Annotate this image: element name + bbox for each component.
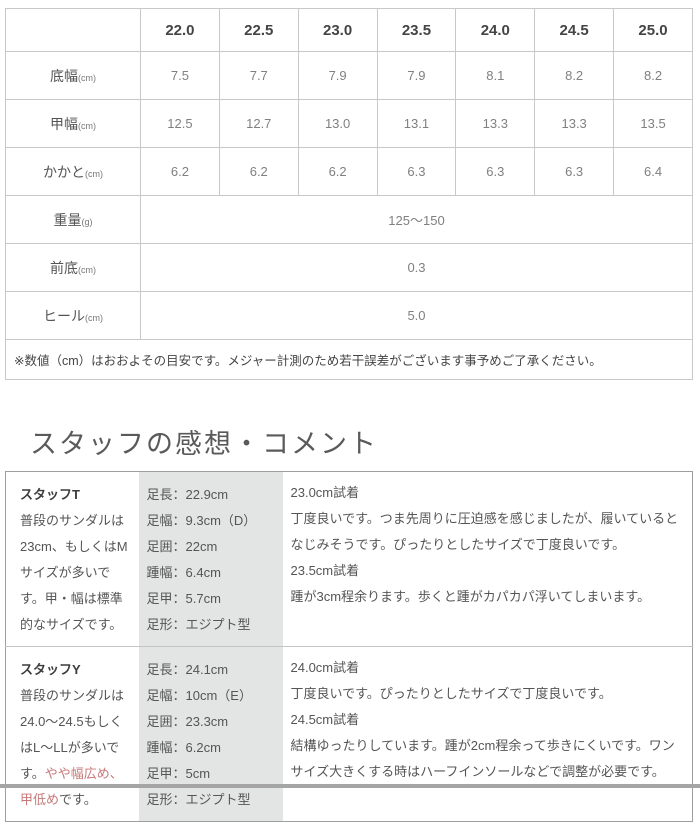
size-chart-table: 22.0 22.5 23.0 23.5 24.0 24.5 25.0 底幅(cm… bbox=[5, 8, 693, 380]
measurement-line: 足幅：10cm（E） bbox=[146, 688, 252, 703]
size-header: 23.5 bbox=[376, 8, 457, 52]
row-label-text: ヒール bbox=[43, 307, 85, 324]
row-label-text: かかと bbox=[43, 163, 85, 180]
size-header: 22.5 bbox=[218, 8, 299, 52]
row-label-unit: (cm) bbox=[78, 264, 96, 275]
row-label-unit: (cm) bbox=[78, 120, 96, 131]
row-label-text: 底幅 bbox=[50, 67, 78, 84]
cell-value-span: 125～150 bbox=[140, 195, 693, 244]
row-label: 底幅(cm) bbox=[5, 51, 141, 100]
size-header: 24.5 bbox=[534, 8, 615, 52]
row-label: 重量(g) bbox=[5, 195, 141, 244]
staff-profile-cell: スタッフY 普段のサンダルは24.0～24.5もしくはL～LLが多いです。やや幅… bbox=[5, 646, 139, 822]
measurement-line: 足囲：22cm bbox=[146, 539, 218, 554]
cell-value: 6.3 bbox=[534, 147, 615, 196]
cell-value: 6.2 bbox=[218, 147, 299, 196]
table-row-instep-width: 甲幅(cm) 12.5 12.7 13.0 13.1 13.3 13.3 13.… bbox=[5, 99, 693, 148]
comment-line: 結構ゆったりしています。踵が2cm程余って歩きにくいです。ワンサイズ大きくする時… bbox=[290, 738, 675, 779]
cell-value: 6.2 bbox=[140, 147, 220, 196]
measurement-line: 足形：エジプト型 bbox=[146, 617, 251, 632]
table-row-front-sole: 前底(cm) 0.3 bbox=[5, 243, 693, 292]
cell-value: 6.4 bbox=[613, 147, 693, 196]
cell-value: 6.2 bbox=[297, 147, 378, 196]
staff-name: スタッフT bbox=[20, 487, 80, 502]
row-label: 甲幅(cm) bbox=[5, 99, 141, 148]
staff-measurements-cell: 足長：24.1cm 足幅：10cm（E） 足囲：23.3cm 踵幅：6.2cm … bbox=[138, 646, 283, 822]
staff-comments-table: スタッフT 普段のサンダルは23cm、もしくはMサイズが多いです。甲・幅は標準的… bbox=[5, 471, 693, 822]
comment-line: 踵が3cm程余ります。歩くと踵がカパカパ浮いてしまいます。 bbox=[290, 589, 651, 604]
cell-value: 7.9 bbox=[297, 51, 378, 100]
size-header: 24.0 bbox=[455, 8, 536, 52]
comment-line: 24.5cm試着 bbox=[290, 712, 360, 727]
profile-text: 普段のサンダルは24.0～24.5もしくはL～LLが多いです。 bbox=[20, 688, 125, 781]
size-header: 23.0 bbox=[297, 8, 378, 52]
table-row-heel-height: ヒール(cm) 5.0 bbox=[5, 291, 693, 340]
staff-row-T: スタッフT 普段のサンダルは23cm、もしくはMサイズが多いです。甲・幅は標準的… bbox=[6, 471, 693, 647]
size-header: 25.0 bbox=[613, 8, 693, 52]
measurement-line: 足幅：9.3cm（D） bbox=[146, 513, 257, 528]
table-note-row: ※数値（cm）はおおよその目安です。メジャー計測のため若干誤差がございます事予め… bbox=[5, 339, 693, 380]
comment-line: 23.5cm試着 bbox=[290, 563, 360, 578]
row-label-text: 甲幅 bbox=[50, 115, 78, 132]
cell-value: 8.2 bbox=[534, 51, 615, 100]
next-section-top-edge bbox=[0, 784, 700, 788]
staff-profile-cell: スタッフT 普段のサンダルは23cm、もしくはMサイズが多いです。甲・幅は標準的… bbox=[6, 472, 139, 647]
row-label-unit: (g) bbox=[81, 216, 93, 227]
measurement-line: 足甲：5.7cm bbox=[146, 591, 221, 606]
cell-value: 6.3 bbox=[376, 147, 457, 196]
measurement-note: ※数値（cm）はおおよその目安です。メジャー計測のため若干誤差がございます事予め… bbox=[5, 339, 693, 380]
row-label-unit: (cm) bbox=[85, 312, 103, 323]
section-title: スタッフの感想・コメント bbox=[30, 429, 378, 459]
cell-value: 13.3 bbox=[455, 99, 536, 148]
cell-value: 12.7 bbox=[218, 99, 299, 148]
table-row-sole-width: 底幅(cm) 7.5 7.7 7.9 7.9 8.1 8.2 8.2 bbox=[5, 51, 693, 100]
cell-value: 7.9 bbox=[376, 51, 457, 100]
size-header: 22.0 bbox=[140, 8, 220, 52]
cell-value: 12.5 bbox=[140, 99, 220, 148]
measurement-line: 足形：エジプト型 bbox=[146, 792, 251, 807]
profile-text: 普段のサンダルは23cm、もしくはMサイズが多いです。甲・幅は標準的なサイズです… bbox=[20, 513, 128, 632]
cell-value: 7.5 bbox=[140, 51, 220, 100]
measurement-line: 足甲：5cm bbox=[146, 766, 211, 781]
row-label: かかと(cm) bbox=[5, 147, 141, 196]
staff-comment-cell: 24.0cm試着 丁度良いです。ぴったりとしたサイズで丁度良いです。 24.5c… bbox=[282, 646, 693, 822]
staff-measurements-cell: 足長：22.9cm 足幅：9.3cm（D） 足囲：22cm 踵幅：6.4cm 足… bbox=[138, 471, 283, 647]
measurement-line: 足長：24.1cm bbox=[146, 662, 229, 677]
comment-line: 24.0cm試着 bbox=[290, 660, 360, 675]
cell-value: 7.7 bbox=[218, 51, 299, 100]
cell-value: 13.3 bbox=[534, 99, 615, 148]
row-label: 前底(cm) bbox=[5, 243, 141, 292]
cell-value: 8.1 bbox=[455, 51, 536, 100]
profile-text: です。 bbox=[59, 792, 97, 807]
cell-value-span: 5.0 bbox=[140, 291, 693, 340]
cell-value: 13.5 bbox=[613, 99, 693, 148]
size-header-row: 22.0 22.5 23.0 23.5 24.0 24.5 25.0 bbox=[5, 8, 693, 52]
row-label: ヒール(cm) bbox=[5, 291, 141, 340]
cell-value: 6.3 bbox=[455, 147, 536, 196]
comment-line: 丁度良いです。ぴったりとしたサイズで丁度良いです。 bbox=[290, 686, 612, 701]
row-label-text: 重量 bbox=[53, 211, 82, 228]
staff-profile: 普段のサンダルは24.0～24.5もしくはL～LLが多いです。やや幅広め、甲低め… bbox=[20, 683, 133, 813]
comment-line: 23.0cm試着 bbox=[290, 485, 360, 500]
cell-value: 13.0 bbox=[297, 99, 378, 148]
measurement-line: 踵幅：6.2cm bbox=[146, 740, 221, 755]
table-row-heel-width: かかと(cm) 6.2 6.2 6.2 6.3 6.3 6.3 6.4 bbox=[5, 147, 693, 196]
staff-comment-cell: 23.0cm試着 丁度良いです。つま先周りに圧迫感を感じましたが、履いているとな… bbox=[283, 472, 693, 647]
cell-value-span: 0.3 bbox=[140, 243, 693, 292]
measurement-line: 足長：22.9cm bbox=[146, 487, 229, 502]
measurement-line: 踵幅：6.4cm bbox=[146, 565, 221, 580]
cell-value: 13.1 bbox=[376, 99, 457, 148]
size-header-corner bbox=[5, 8, 141, 52]
table-row-weight: 重量(g) 125～150 bbox=[5, 195, 693, 244]
measurement-line: 足囲：23.3cm bbox=[146, 714, 229, 729]
staff-name: スタッフY bbox=[20, 662, 81, 677]
row-label-text: 前底 bbox=[50, 259, 78, 276]
cell-value: 8.2 bbox=[613, 51, 693, 100]
row-label-unit: (cm) bbox=[85, 168, 103, 179]
staff-profile: 普段のサンダルは23cm、もしくはMサイズが多いです。甲・幅は標準的なサイズです… bbox=[20, 508, 133, 638]
row-label-unit: (cm) bbox=[78, 72, 96, 83]
staff-row-Y: スタッフY 普段のサンダルは24.0～24.5もしくはL～LLが多いです。やや幅… bbox=[5, 646, 693, 822]
comment-line: 丁度良いです。つま先周りに圧迫感を感じましたが、履いているとなじみそうです。ぴっ… bbox=[290, 511, 679, 552]
